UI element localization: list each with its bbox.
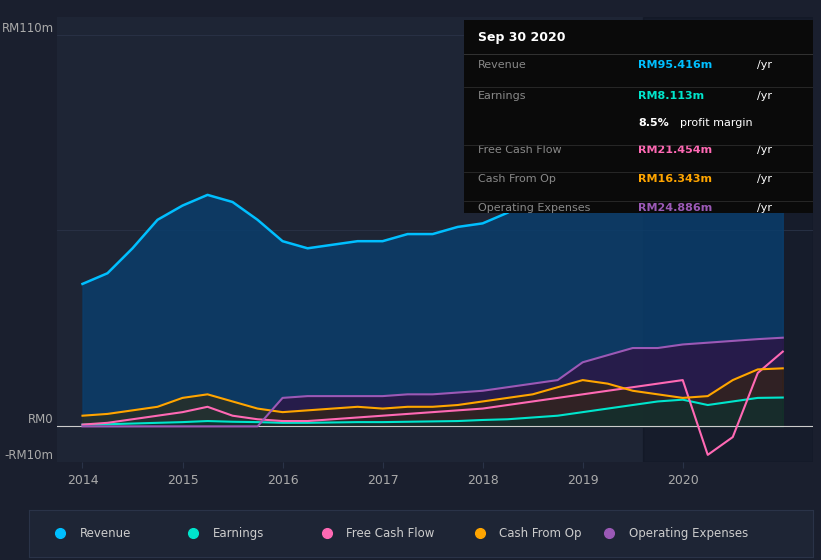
Text: -RM10m: -RM10m [5,449,53,462]
Text: /yr: /yr [757,60,772,70]
Text: RM16.343m: RM16.343m [639,174,713,184]
Text: RM21.454m: RM21.454m [639,145,713,155]
Text: /yr: /yr [757,174,772,184]
Text: profit margin: profit margin [680,118,753,128]
Text: RM24.886m: RM24.886m [639,203,713,213]
Text: Free Cash Flow: Free Cash Flow [346,527,434,540]
Text: RM0: RM0 [28,413,53,426]
Text: 8.5%: 8.5% [639,118,669,128]
Text: Sep 30 2020: Sep 30 2020 [478,31,566,44]
Text: Cash From Op: Cash From Op [478,174,556,184]
Text: Earnings: Earnings [478,91,526,101]
Text: Revenue: Revenue [80,527,131,540]
Text: /yr: /yr [757,203,772,213]
Text: RM95.416m: RM95.416m [639,60,713,70]
Text: Earnings: Earnings [213,527,264,540]
Text: Operating Expenses: Operating Expenses [629,527,748,540]
Bar [643,17,813,462]
Text: Free Cash Flow: Free Cash Flow [478,145,562,155]
Text: RM110m: RM110m [2,22,53,35]
Text: Revenue: Revenue [478,60,526,70]
Text: /yr: /yr [757,91,772,101]
Text: RM8.113m: RM8.113m [639,91,704,101]
Text: Operating Expenses: Operating Expenses [478,203,590,213]
Text: /yr: /yr [757,145,772,155]
Text: Cash From Op: Cash From Op [499,527,581,540]
